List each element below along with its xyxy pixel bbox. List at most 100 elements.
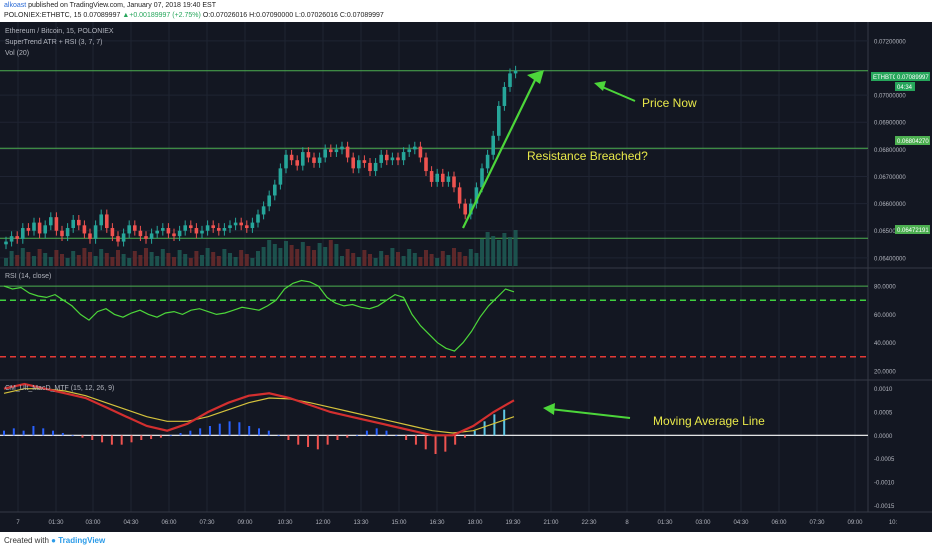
- macd-histogram-bar: [267, 430, 270, 436]
- candle-body: [161, 228, 165, 231]
- volume-bar: [121, 254, 126, 266]
- volume-bar: [233, 257, 238, 266]
- candle-body: [329, 149, 333, 153]
- candle-body: [205, 225, 210, 231]
- candle-body: [373, 162, 378, 172]
- macd-histogram-bar: [297, 435, 300, 445]
- macd-histogram-bar: [258, 428, 260, 436]
- volume-bar: [76, 255, 81, 266]
- volume-bar: [468, 249, 473, 266]
- volume-bar: [37, 249, 42, 266]
- time-tick-label: 01:30: [657, 520, 673, 526]
- candle-body: [110, 228, 115, 237]
- candle-body: [502, 86, 507, 106]
- time-tick-label: 16:30: [429, 520, 445, 526]
- candle-body: [9, 236, 14, 242]
- rsi-line: [3, 279, 515, 352]
- volume-bar: [328, 240, 333, 266]
- macd-histogram-bar: [110, 435, 113, 445]
- volume-bar: [440, 251, 445, 266]
- candle-body: [127, 225, 131, 234]
- macd-histogram-bar: [238, 422, 241, 436]
- volume-bar: [295, 249, 300, 266]
- candle-body: [21, 228, 25, 239]
- macd-histogram-bar: [375, 428, 378, 436]
- candle-body: [357, 160, 361, 169]
- volume-bar: [261, 247, 266, 266]
- volume-legend[interactable]: Vol (20): [5, 50, 29, 57]
- candle-body: [474, 187, 479, 204]
- macd-legend[interactable]: CM_Ult_MacD_MTF (15, 12, 26, 9): [5, 385, 114, 392]
- macd-histogram-bar: [101, 435, 104, 443]
- volume-bar: [183, 254, 188, 266]
- volume-bar: [452, 248, 456, 266]
- volume-bar: [401, 256, 406, 266]
- tradingview-brand[interactable]: TradingView: [58, 536, 106, 545]
- volume-bar: [166, 253, 171, 266]
- macd-histogram-bar: [326, 435, 329, 445]
- time-tick-label: 04:30: [123, 520, 139, 526]
- symbol-tag-text: ETHBTC: [873, 75, 898, 81]
- time-tick-label: 07:30: [199, 520, 215, 526]
- time-tick-label: 09:00: [237, 520, 253, 526]
- candle-body: [396, 157, 400, 161]
- resistance-level-text: 0.06804270: [897, 139, 929, 145]
- volume-bar: [485, 232, 490, 266]
- macd-histogram-bar: [287, 435, 290, 440]
- publish-header: alkoast published on TradingView.com, Ja…: [0, 0, 932, 22]
- rsi-legend[interactable]: RSI (14, close): [5, 273, 51, 280]
- volume-bar: [356, 257, 361, 266]
- chart-svg[interactable]: 0.07200000 0.07000000 0.06900000 0.06800000…: [0, 22, 932, 532]
- candle-body: [121, 233, 126, 242]
- volume-bar: [496, 240, 501, 266]
- candle-body: [497, 105, 501, 136]
- candle-body: [301, 152, 305, 166]
- chart-area[interactable]: 0.07200000 0.07000000 0.06900000 0.06800000…: [0, 22, 932, 532]
- macd-tick-label: -0.0015: [874, 504, 895, 510]
- time-tick-label: 09:00: [847, 520, 863, 526]
- macd-histogram-bar: [140, 435, 143, 440]
- candle-body: [15, 236, 19, 239]
- macd-histogram-bar: [199, 428, 202, 436]
- volume-bar: [491, 236, 496, 266]
- author-link[interactable]: alkoast: [4, 2, 27, 9]
- macd-histogram-bar: [159, 435, 162, 438]
- candle-body: [446, 176, 451, 182]
- time-tick-label: 21:00: [543, 520, 559, 526]
- supertrend-legend[interactable]: SuperTrend ATR + RSI (3, 7, 7): [5, 39, 102, 46]
- volume-bar: [272, 244, 277, 266]
- candle-body: [211, 225, 215, 229]
- resistance-annotation: Resistance Breached?: [527, 149, 648, 163]
- volume-bar: [412, 253, 417, 266]
- volume-bar: [93, 256, 98, 266]
- candle-body: [351, 157, 355, 169]
- macd-histogram-bar: [385, 430, 388, 436]
- price-tick-label: 0.06900000: [874, 121, 906, 127]
- time-tick-label: 03:00: [85, 520, 101, 526]
- candle-body: [441, 173, 445, 182]
- candle-body: [385, 154, 389, 161]
- volume-bar: [138, 255, 143, 266]
- volume-bar: [424, 250, 428, 266]
- price-pane: 0.07200000 0.07000000 0.06900000 0.06800000…: [0, 39, 906, 266]
- price-now-annotation: Price Now: [642, 96, 697, 110]
- time-tick-label: 19:30: [505, 520, 521, 526]
- candle-body: [54, 217, 59, 231]
- macd-histogram-bar: [277, 435, 280, 437]
- volume-bar: [368, 254, 372, 266]
- candle-body: [429, 171, 434, 182]
- volume-bar: [132, 251, 137, 266]
- candle-body: [362, 160, 367, 163]
- resistance-level-tag: 0.06804270: [895, 136, 930, 145]
- volume-bar: [127, 258, 132, 266]
- volume-bar: [244, 254, 249, 266]
- tradingview-logo-icon: ●: [51, 536, 56, 545]
- volume-bar: [177, 250, 182, 266]
- volume-bar: [26, 252, 31, 266]
- macd-histogram-bar: [444, 435, 447, 452]
- volume-bar: [60, 254, 64, 266]
- candle-body: [418, 146, 423, 158]
- macd-histogram-bar: [3, 430, 5, 436]
- time-tick-label: 22:30: [581, 520, 597, 526]
- candle-body: [407, 149, 411, 153]
